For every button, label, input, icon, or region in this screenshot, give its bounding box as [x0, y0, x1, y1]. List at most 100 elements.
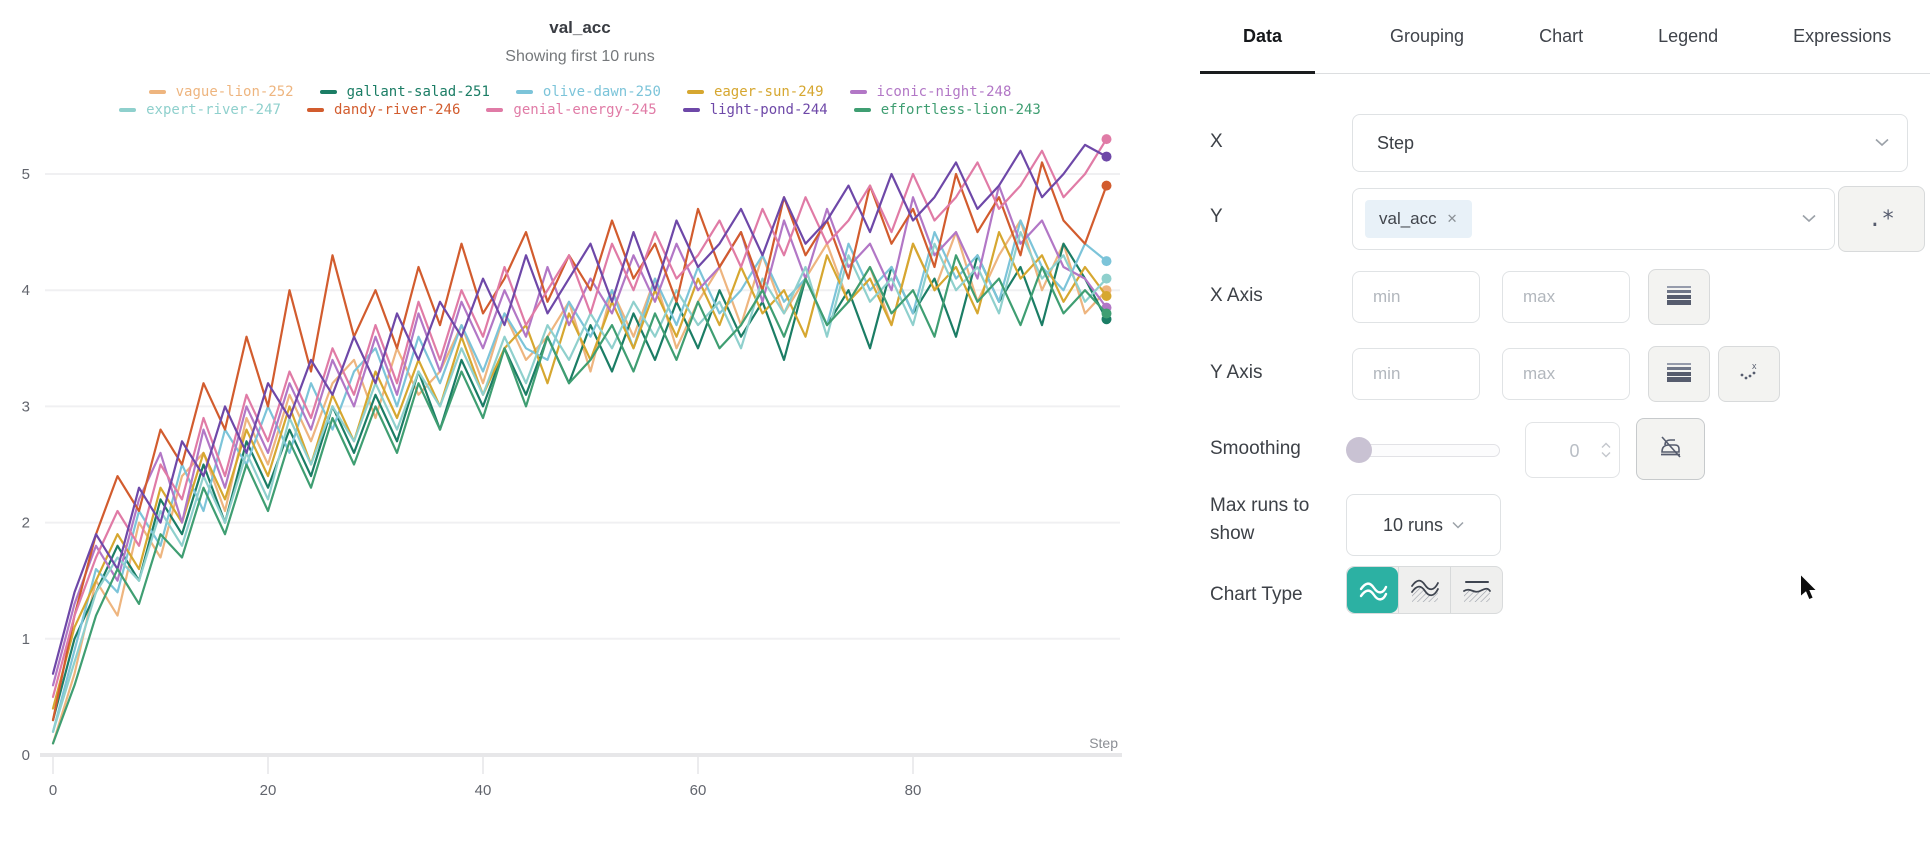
tab-data[interactable]: Data [1200, 0, 1316, 74]
chart-type-line-button[interactable] [1347, 567, 1398, 613]
legend-dash-icon [849, 90, 867, 94]
legend-item[interactable]: eager-sun-249 [686, 84, 824, 100]
legend-run-name: expert-river-247 [146, 102, 281, 118]
spinner-stepper[interactable] [1601, 442, 1611, 458]
tab-legend[interactable]: Legend [1658, 26, 1719, 46]
minmax-chart-icon [1462, 581, 1491, 602]
legend-run-name: dandy-river-246 [333, 102, 461, 118]
run-line[interactable] [51, 138, 1108, 699]
tab-expressions[interactable]: Expressions [1793, 26, 1892, 46]
run-endpoint-dot [1101, 308, 1112, 319]
legend-run-name: olive-dawn-250 [542, 84, 661, 100]
line-chart-panel: val_acc Showing first 10 runs vague-lion… [0, 18, 1160, 818]
line-chart-icon [1359, 582, 1387, 601]
legend-run-name: eager-sun-249 [713, 84, 824, 100]
legend-dash-icon [853, 108, 871, 112]
chart-type-group [1346, 566, 1503, 614]
chart-type-minmax-button[interactable] [1450, 567, 1502, 613]
max-runs-select[interactable]: 10 runs [1346, 494, 1501, 556]
legend-dash-icon [119, 108, 137, 112]
legend-item[interactable]: effortless-lion-243 [853, 102, 1041, 118]
svg-text:x: x [1752, 361, 1757, 371]
area-chart-icon [1410, 579, 1439, 602]
x-axis-label: X Axis [1210, 285, 1263, 306]
x-tick-label: 40 [475, 782, 492, 799]
legend-item[interactable]: dandy-river-246 [306, 102, 461, 118]
legend-run-name: genial-energy-245 [513, 102, 657, 118]
smoothing-slider[interactable] [1352, 444, 1500, 457]
regex-filter-button[interactable]: .* [1838, 186, 1925, 252]
legend-item[interactable]: gallant-salad-251 [319, 84, 490, 100]
chart-type-area-button[interactable] [1398, 567, 1450, 613]
legend-dash-icon [682, 108, 700, 112]
x-axis-max-input[interactable] [1502, 271, 1630, 323]
smoothing-off-button[interactable] [1636, 418, 1705, 480]
x-tick-label: 20 [260, 782, 277, 799]
legend-row: vague-lion-252 gallant-salad-251 olive-daw… [0, 83, 1160, 101]
y-axis-log-scale-button[interactable] [1648, 346, 1710, 402]
smoothing-value-input[interactable] [1525, 422, 1623, 479]
x-axis-log-scale-button[interactable] [1648, 269, 1710, 325]
chart-title: val_acc [549, 18, 611, 37]
smoothing-off-iron-icon [1657, 434, 1685, 465]
y-metric-tag-label: val_acc [1379, 209, 1437, 228]
legend-dash-icon [319, 90, 337, 94]
panel-settings: Data Grouping Chart Legend Expressions X… [1200, 0, 1930, 844]
legend-run-name: light-pond-244 [709, 102, 828, 118]
smoothing-label: Smoothing [1210, 438, 1301, 459]
run-line[interactable] [51, 254, 1108, 745]
run-line[interactable] [51, 143, 1108, 675]
chevron-down-icon [1452, 521, 1464, 529]
legend-item[interactable]: light-pond-244 [682, 102, 828, 118]
x-tick-label: 0 [49, 782, 57, 799]
y-axis-label: Y Axis [1210, 362, 1263, 383]
run-endpoint-dot [1101, 134, 1112, 145]
x-axis-min-input[interactable] [1352, 271, 1480, 323]
y-row-label: Y [1210, 206, 1223, 227]
x-metric-select[interactable]: Step [1352, 114, 1908, 172]
x-metric-value: Step [1377, 132, 1415, 153]
x-row-label: X [1210, 131, 1223, 152]
run-endpoint-dot [1101, 273, 1112, 284]
regex-icon: .* [1868, 206, 1895, 232]
tab-chart[interactable]: Chart [1539, 26, 1584, 46]
legend-run-name: effortless-lion-243 [880, 102, 1041, 118]
smoothing-value[interactable] [1526, 423, 1623, 479]
legend-item[interactable]: genial-energy-245 [486, 102, 657, 118]
legend-item[interactable]: vague-lion-252 [148, 84, 294, 100]
log-scale-lines-icon [1664, 283, 1694, 312]
run-endpoint-dot [1101, 256, 1112, 267]
remove-tag-icon[interactable]: ✕ [1446, 211, 1458, 226]
x-axis-title: Step [1089, 735, 1118, 751]
legend-item[interactable]: olive-dawn-250 [515, 84, 661, 100]
legend-dash-icon [686, 90, 704, 94]
run-endpoint-dot [1101, 291, 1112, 302]
chevron-down-icon [1802, 210, 1816, 228]
chart-legend: vague-lion-252 gallant-salad-251 olive-daw… [0, 83, 1160, 119]
ignore-outliers-icon: x [1735, 359, 1763, 390]
legend-dash-icon [148, 90, 166, 94]
legend-run-name: gallant-salad-251 [346, 84, 490, 100]
smoothing-slider-knob[interactable] [1346, 437, 1372, 463]
legend-dash-icon [486, 108, 504, 112]
y-tick-label: 1 [22, 631, 30, 648]
legend-dash-icon [515, 90, 533, 94]
chevron-down-icon [1875, 134, 1889, 152]
tab-grouping[interactable]: Grouping [1390, 26, 1465, 46]
chart-type-label: Chart Type [1210, 584, 1303, 605]
x-tick-label: 60 [690, 782, 707, 799]
y-metric-select[interactable]: val_acc ✕ [1352, 188, 1835, 250]
max-runs-value: 10 runs [1382, 514, 1444, 535]
run-line[interactable] [51, 184, 1108, 687]
run-endpoint-dot [1101, 151, 1112, 162]
plot-area[interactable]: 0 20 40 60 80 0 1 2 3 4 5 Step [0, 118, 1160, 818]
legend-item[interactable]: iconic-night-248 [849, 84, 1011, 100]
legend-dash-icon [306, 108, 324, 112]
legend-item[interactable]: expert-river-247 [119, 102, 281, 118]
y-tick-label: 2 [22, 515, 30, 532]
y-tick-label: 3 [22, 398, 30, 415]
y-axis-max-input[interactable] [1502, 348, 1630, 400]
ignore-outliers-button[interactable]: x [1718, 346, 1780, 402]
y-axis-min-input[interactable] [1352, 348, 1480, 400]
